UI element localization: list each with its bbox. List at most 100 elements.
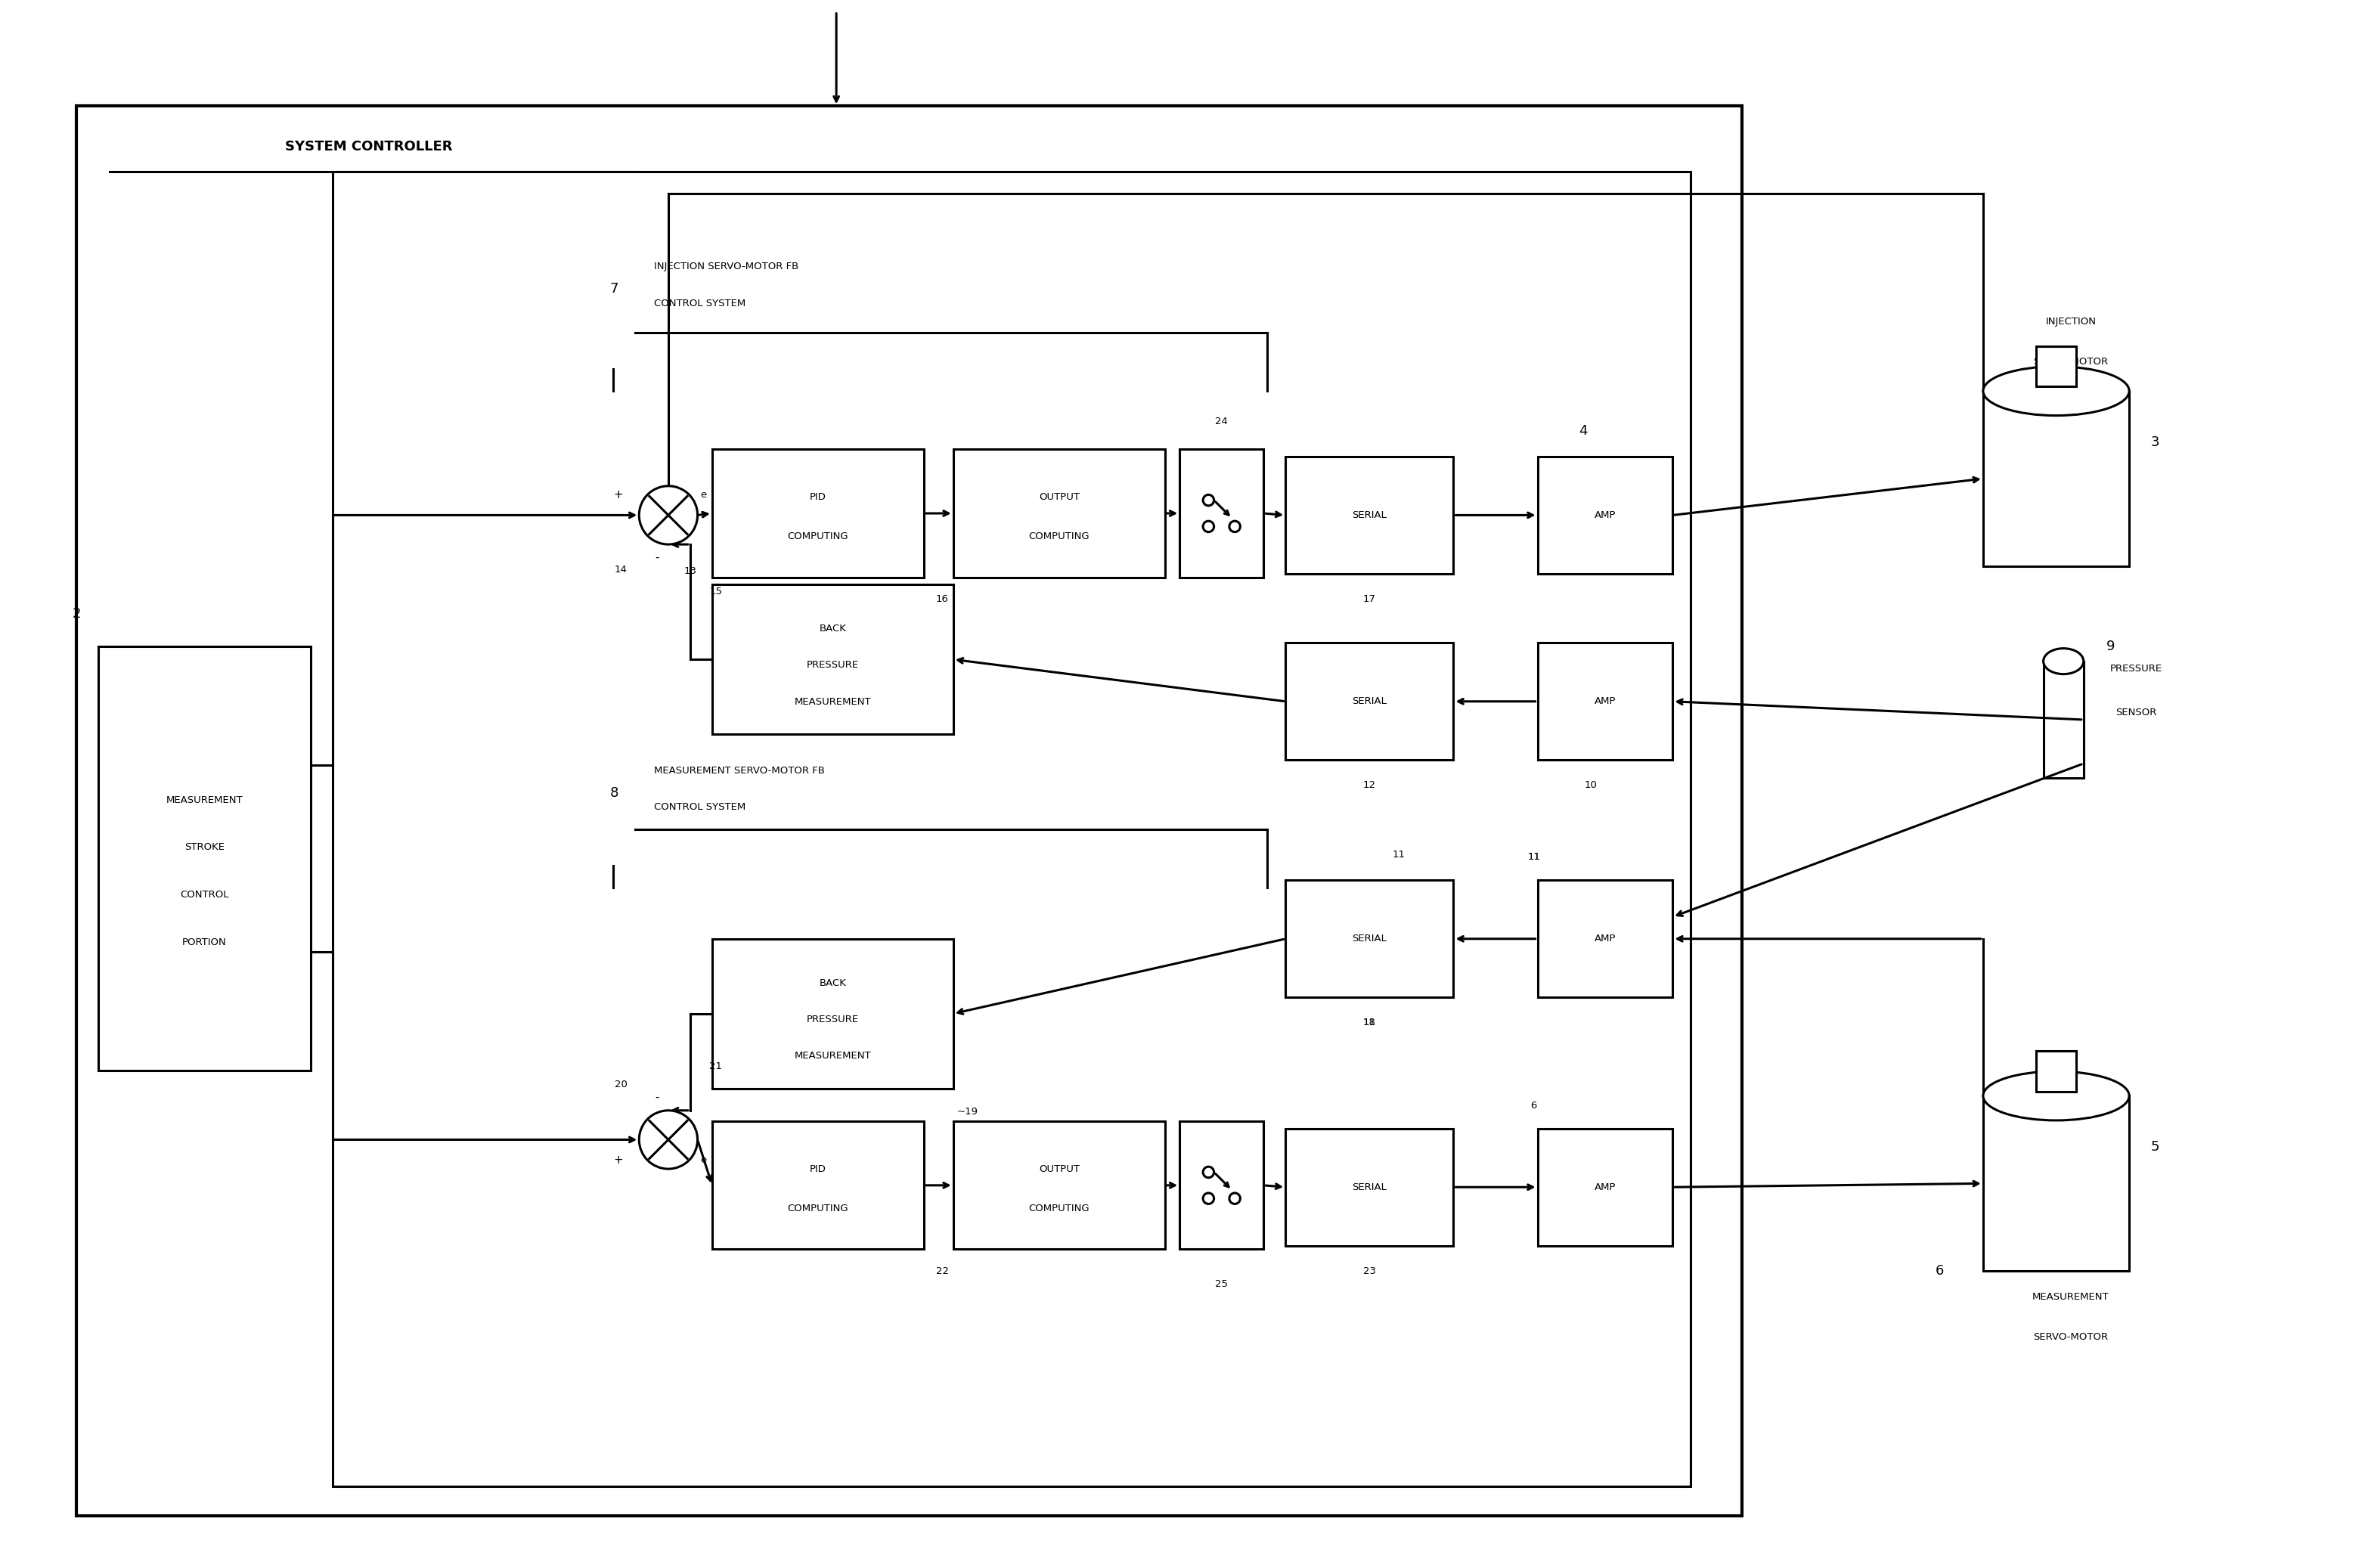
FancyBboxPatch shape	[1982, 1096, 2129, 1272]
FancyBboxPatch shape	[713, 939, 954, 1088]
Text: AMP: AMP	[1594, 510, 1615, 521]
Text: +: +	[613, 489, 623, 500]
Text: PID: PID	[810, 1165, 826, 1174]
Text: COMPUTING: COMPUTING	[1028, 532, 1089, 541]
Text: 11: 11	[1392, 850, 1404, 859]
FancyBboxPatch shape	[713, 450, 924, 577]
Text: INJECTION SERVO-MOTOR FB: INJECTION SERVO-MOTOR FB	[654, 262, 798, 271]
FancyBboxPatch shape	[1537, 456, 1672, 574]
Ellipse shape	[1982, 367, 2129, 416]
Text: PRESSURE: PRESSURE	[807, 1014, 860, 1024]
Text: CONTROL SYSTEM: CONTROL SYSTEM	[654, 298, 746, 309]
Text: INJECTION: INJECTION	[2046, 317, 2096, 326]
FancyBboxPatch shape	[1179, 1121, 1265, 1250]
FancyBboxPatch shape	[1286, 643, 1454, 760]
Text: CONTROL SYSTEM: CONTROL SYSTEM	[654, 803, 746, 812]
Text: +: +	[613, 1154, 623, 1165]
FancyBboxPatch shape	[76, 107, 1743, 1516]
Text: 10: 10	[1584, 781, 1596, 790]
Text: 4: 4	[1579, 425, 1587, 437]
FancyBboxPatch shape	[954, 1121, 1165, 1250]
Text: COMPUTING: COMPUTING	[1028, 1204, 1089, 1214]
Text: SERVO-MOTOR: SERVO-MOTOR	[2034, 1331, 2108, 1342]
FancyBboxPatch shape	[713, 1121, 924, 1250]
FancyBboxPatch shape	[2044, 662, 2084, 778]
Circle shape	[1203, 521, 1215, 532]
Text: MEASUREMENT: MEASUREMENT	[2032, 1292, 2110, 1301]
FancyBboxPatch shape	[1537, 1129, 1672, 1245]
FancyBboxPatch shape	[2036, 347, 2077, 387]
Text: 18: 18	[1364, 1018, 1376, 1027]
Text: SERIAL: SERIAL	[1352, 696, 1388, 706]
Circle shape	[1203, 495, 1215, 505]
Text: BACK: BACK	[819, 978, 845, 988]
Ellipse shape	[2044, 649, 2084, 674]
Text: 22: 22	[935, 1267, 950, 1276]
Text: 21: 21	[710, 1062, 722, 1071]
Circle shape	[639, 486, 699, 544]
Circle shape	[1203, 1167, 1215, 1178]
Text: 5: 5	[2150, 1140, 2160, 1154]
Text: SERIAL: SERIAL	[1352, 1182, 1388, 1192]
Text: e: e	[701, 489, 706, 500]
Text: MEASUREMENT: MEASUREMENT	[793, 696, 871, 707]
FancyBboxPatch shape	[1982, 390, 2129, 566]
Text: 25: 25	[1215, 1279, 1229, 1289]
FancyBboxPatch shape	[1537, 880, 1672, 997]
FancyBboxPatch shape	[954, 450, 1165, 577]
Text: 20: 20	[613, 1080, 628, 1090]
Text: AMP: AMP	[1594, 696, 1615, 706]
FancyBboxPatch shape	[1286, 1129, 1454, 1245]
Text: e: e	[701, 1156, 706, 1165]
Text: CONTROL: CONTROL	[180, 891, 230, 900]
Circle shape	[1229, 521, 1241, 532]
Text: 6: 6	[1935, 1264, 1944, 1278]
Text: STROKE: STROKE	[185, 842, 225, 853]
Text: SENSOR: SENSOR	[2117, 707, 2157, 717]
Text: SERIAL: SERIAL	[1352, 510, 1388, 521]
FancyBboxPatch shape	[99, 646, 310, 1071]
FancyBboxPatch shape	[1179, 450, 1265, 577]
Circle shape	[1203, 1193, 1215, 1204]
Text: 6: 6	[1530, 1101, 1537, 1110]
Text: 13: 13	[684, 566, 696, 577]
Ellipse shape	[1982, 1071, 2129, 1121]
FancyBboxPatch shape	[332, 172, 1691, 1486]
Text: PID: PID	[810, 492, 826, 502]
Text: PRESSURE: PRESSURE	[2110, 663, 2162, 674]
Text: 15: 15	[710, 586, 722, 597]
Text: MEASUREMENT SERVO-MOTOR FB: MEASUREMENT SERVO-MOTOR FB	[654, 765, 824, 776]
Text: PRESSURE: PRESSURE	[807, 660, 860, 670]
Text: -: -	[656, 1091, 658, 1102]
Text: 12: 12	[1364, 781, 1376, 790]
Text: -: -	[656, 552, 658, 563]
Text: SERVO-MOTOR: SERVO-MOTOR	[2034, 358, 2108, 367]
Text: 23: 23	[1364, 1267, 1376, 1276]
FancyBboxPatch shape	[713, 585, 954, 734]
Text: AMP: AMP	[1594, 1182, 1615, 1192]
Circle shape	[639, 1110, 699, 1168]
Text: ~19: ~19	[957, 1107, 978, 1116]
Text: 9: 9	[2108, 640, 2115, 654]
Text: OUTPUT: OUTPUT	[1040, 492, 1080, 502]
FancyBboxPatch shape	[1537, 643, 1672, 760]
FancyBboxPatch shape	[1286, 456, 1454, 574]
Text: 24: 24	[1215, 417, 1229, 426]
Text: MEASUREMENT: MEASUREMENT	[166, 795, 244, 804]
Text: 3: 3	[2150, 436, 2160, 448]
Text: 1: 1	[855, 0, 862, 3]
Text: COMPUTING: COMPUTING	[789, 532, 848, 541]
Text: 2: 2	[73, 607, 81, 621]
Text: SYSTEM CONTROLLER: SYSTEM CONTROLLER	[284, 140, 452, 154]
Circle shape	[1229, 1193, 1241, 1204]
Text: BACK: BACK	[819, 624, 845, 633]
FancyBboxPatch shape	[2036, 1051, 2077, 1091]
Text: COMPUTING: COMPUTING	[789, 1204, 848, 1214]
Text: 8: 8	[611, 786, 618, 800]
Text: PORTION: PORTION	[182, 938, 227, 947]
Text: OUTPUT: OUTPUT	[1040, 1165, 1080, 1174]
Text: SERIAL: SERIAL	[1352, 935, 1388, 944]
Text: 17: 17	[1364, 594, 1376, 604]
Text: 11: 11	[1527, 851, 1539, 862]
Text: MEASUREMENT: MEASUREMENT	[793, 1051, 871, 1062]
